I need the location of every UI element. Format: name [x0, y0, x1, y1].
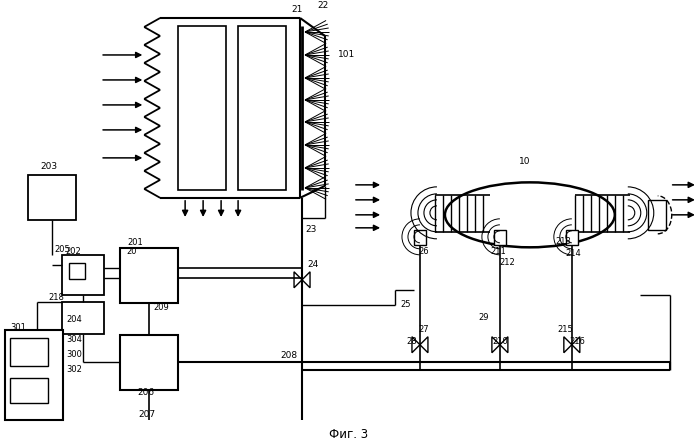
- Text: 28: 28: [406, 337, 417, 346]
- Text: 207: 207: [138, 410, 155, 419]
- Text: 215: 215: [558, 325, 574, 334]
- Text: 214: 214: [565, 249, 582, 258]
- Text: 206: 206: [137, 388, 154, 397]
- Text: 211: 211: [490, 247, 505, 256]
- Text: 205: 205: [55, 245, 70, 254]
- Text: 26: 26: [418, 247, 428, 256]
- Text: 213: 213: [556, 237, 572, 246]
- Text: 23: 23: [305, 225, 317, 234]
- Bar: [10, 338, 48, 366]
- Bar: [178, 26, 226, 190]
- Bar: [648, 200, 665, 230]
- Bar: [120, 248, 178, 303]
- Bar: [120, 335, 178, 390]
- Text: 10: 10: [519, 157, 531, 167]
- Bar: [494, 230, 506, 245]
- Text: Фиг. 3: Фиг. 3: [329, 428, 368, 441]
- Text: 203: 203: [41, 163, 57, 171]
- Bar: [62, 255, 104, 295]
- Text: 204: 204: [66, 315, 82, 324]
- Text: 201: 201: [127, 238, 143, 247]
- Text: 202: 202: [65, 247, 81, 256]
- Text: 20: 20: [127, 247, 137, 256]
- Bar: [414, 230, 426, 245]
- Ellipse shape: [445, 183, 615, 247]
- Bar: [62, 302, 104, 334]
- Text: 209: 209: [153, 303, 169, 312]
- Text: 304: 304: [66, 335, 82, 344]
- Text: 101: 101: [338, 51, 355, 59]
- Text: 208: 208: [280, 351, 297, 360]
- Bar: [28, 175, 76, 220]
- Text: 302: 302: [66, 365, 82, 374]
- Text: 212: 212: [500, 258, 516, 267]
- Text: 300: 300: [66, 350, 82, 359]
- Bar: [6, 330, 63, 420]
- Text: 216: 216: [570, 337, 586, 346]
- Text: 21: 21: [291, 5, 303, 15]
- Bar: [565, 230, 578, 245]
- Bar: [10, 378, 48, 403]
- Text: 29: 29: [478, 313, 489, 322]
- Text: 301: 301: [10, 323, 26, 332]
- Text: 218: 218: [48, 293, 64, 302]
- Text: 24: 24: [307, 260, 318, 269]
- Text: 22: 22: [317, 1, 329, 11]
- Text: 210: 210: [492, 337, 507, 346]
- Bar: [69, 263, 85, 279]
- Text: 27: 27: [418, 325, 428, 334]
- Bar: [238, 26, 286, 190]
- Text: 25: 25: [400, 300, 410, 309]
